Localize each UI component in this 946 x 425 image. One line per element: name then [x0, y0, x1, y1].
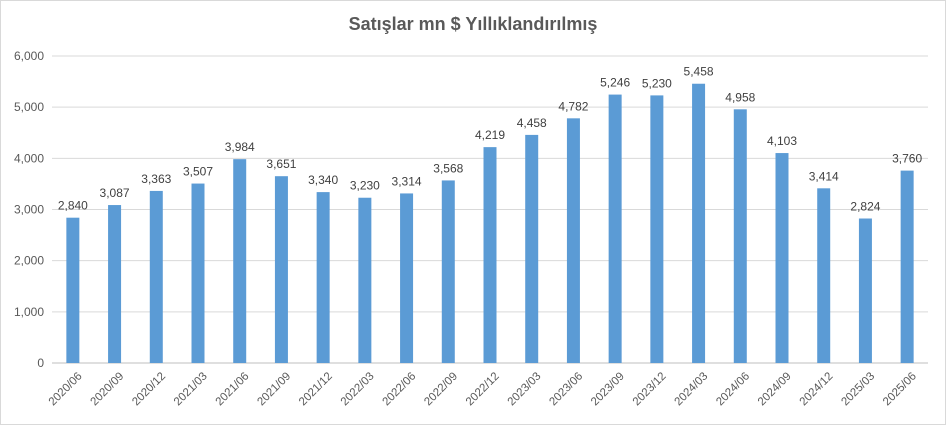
data-label: 3,984 — [225, 140, 255, 154]
y-tick-label: 6,000 — [14, 49, 44, 63]
bar — [316, 192, 330, 363]
bar — [900, 170, 914, 363]
bar — [817, 188, 831, 363]
x-tick-label: 2023/09 — [589, 370, 627, 408]
x-tick-label: 2020/09 — [88, 370, 126, 408]
data-label: 5,246 — [600, 76, 630, 90]
y-tick-label: 2,000 — [14, 254, 44, 268]
x-tick-label: 2022/12 — [464, 370, 502, 408]
x-tick-label: 2021/06 — [214, 370, 252, 408]
bar — [233, 159, 247, 363]
data-label: 2,824 — [850, 200, 880, 214]
bar — [525, 134, 539, 363]
data-label: 3,568 — [433, 161, 463, 175]
bar — [483, 147, 497, 363]
bar — [66, 217, 80, 363]
data-label: 3,340 — [308, 173, 338, 187]
bar — [692, 83, 706, 363]
bar — [650, 95, 664, 364]
x-tick-label: 2023/06 — [547, 370, 585, 408]
bar — [566, 118, 580, 363]
bar — [274, 176, 288, 363]
chart-title: Satışlar mn $ Yıllıklandırılmış — [348, 14, 598, 34]
data-label: 3,414 — [809, 169, 839, 183]
bar — [733, 109, 747, 363]
data-label: 4,219 — [475, 128, 505, 142]
data-label: 2,840 — [58, 199, 88, 213]
x-tick-label: 2024/12 — [798, 370, 836, 408]
bar — [441, 180, 455, 363]
y-tick-label: 4,000 — [14, 151, 44, 165]
x-tick-label: 2020/12 — [130, 370, 168, 408]
x-tick-label: 2022/09 — [422, 370, 460, 408]
data-label: 3,230 — [350, 179, 380, 193]
x-tick-label: 2023/12 — [631, 370, 669, 408]
bar — [149, 190, 163, 363]
y-tick-label: 5,000 — [14, 100, 44, 114]
bar — [358, 197, 372, 363]
data-label: 3,314 — [392, 174, 422, 188]
data-label: 4,458 — [517, 116, 547, 130]
x-tick-label: 2021/12 — [297, 370, 335, 408]
data-label: 3,363 — [141, 172, 171, 186]
x-tick-label: 2022/03 — [339, 370, 377, 408]
data-label: 3,760 — [892, 152, 922, 166]
x-tick-label: 2024/09 — [756, 370, 794, 408]
data-label: 4,958 — [725, 90, 755, 104]
bar — [608, 94, 622, 364]
x-tick-label: 2022/06 — [380, 370, 418, 408]
data-label: 5,458 — [684, 65, 714, 79]
x-tick-label: 2025/03 — [839, 370, 877, 408]
data-label: 4,103 — [767, 134, 797, 148]
data-label: 3,651 — [266, 157, 296, 171]
bar — [191, 183, 205, 363]
x-tick-label: 2021/03 — [172, 370, 210, 408]
y-tick-label: 3,000 — [14, 203, 44, 217]
data-label: 5,230 — [642, 76, 672, 90]
x-tick-label: 2024/03 — [672, 370, 710, 408]
data-label: 3,087 — [100, 186, 130, 200]
x-tick-label: 2024/06 — [714, 370, 752, 408]
y-tick-label: 0 — [37, 356, 44, 370]
x-tick-label: 2021/09 — [255, 370, 293, 408]
data-label: 4,782 — [558, 99, 588, 113]
x-tick-label: 2020/06 — [47, 370, 85, 408]
bar — [775, 153, 789, 363]
bar — [858, 218, 872, 363]
bar — [108, 205, 122, 363]
bar — [400, 193, 414, 363]
x-tick-label: 2025/06 — [881, 370, 919, 408]
data-label: 3,507 — [183, 165, 213, 179]
x-tick-label: 2023/03 — [506, 370, 544, 408]
y-tick-label: 1,000 — [14, 305, 44, 319]
